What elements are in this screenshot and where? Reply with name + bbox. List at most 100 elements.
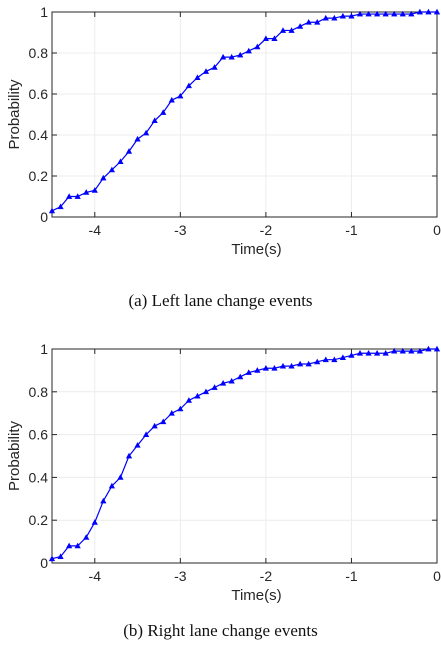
data-point-marker (220, 53, 227, 60)
data-point-marker (48, 207, 56, 214)
data-point-marker (202, 68, 210, 74)
y-tick-label: 0.2 (29, 168, 49, 184)
data-point-marker (322, 356, 329, 363)
data-point-marker (314, 358, 321, 365)
x-tick-label: 0 (433, 222, 441, 238)
data-point-marker (125, 148, 133, 154)
data-point-marker (262, 35, 269, 42)
data-point-marker (134, 442, 141, 448)
data-point-marker (348, 12, 355, 19)
data-point-marker (374, 350, 381, 356)
chart-panel-right-lane-change: 0 0.2 0.4 0.6 0.8 1 -4 -3 -2 -1 0 Time(s) Probabilit… (0, 335, 441, 654)
x-tick-label: 0 (433, 568, 441, 584)
data-point-marker (160, 418, 167, 425)
left-lane-change-chart: 0 0.2 0.4 0.6 0.8 1 -4 -3 -2 -1 0 Time(s) Probabilit… (6, 4, 441, 258)
data-point-marker (66, 193, 73, 199)
data-point-marker (143, 129, 150, 136)
data-point-marker (100, 174, 107, 181)
data-point-marker (433, 345, 441, 352)
data-point-marker (211, 64, 218, 70)
series-line (51, 348, 437, 560)
y-tick-label: 0.8 (29, 384, 49, 400)
caption-left-lane-change: (a) Left lane change events (128, 291, 313, 310)
data-point-marker (100, 497, 107, 504)
data-point-marker (331, 14, 338, 21)
y-tick-label: 0.6 (29, 86, 49, 102)
data-point-marker (74, 542, 81, 549)
data-point-marker (151, 422, 158, 429)
data-point-marker (271, 35, 278, 42)
caption-right-lane-change: (b) Right lane change events (123, 621, 318, 640)
data-point-marker (254, 367, 261, 373)
x-tick-label: -1 (345, 222, 358, 238)
data-point-marker (91, 519, 98, 525)
y-tick-label: 0.8 (29, 45, 49, 61)
y-axis-label: Probability (6, 79, 23, 150)
x-axis-label: Time(s) (231, 587, 281, 604)
plot-frame (51, 348, 438, 564)
data-point-marker (48, 555, 56, 562)
data-point-marker (305, 19, 312, 25)
data-point-marker (91, 187, 98, 193)
x-axis-label: Time(s) (231, 241, 281, 258)
data-point-marker (356, 10, 364, 17)
data-point-marker (117, 474, 124, 480)
data-point-marker (228, 377, 235, 384)
data-point-marker (134, 135, 141, 142)
data-point-marker (271, 365, 278, 371)
data-point-marker (297, 23, 304, 29)
x-tick-label: -2 (260, 568, 273, 584)
data-point-marker (177, 92, 184, 99)
y-axis-label: Probability (6, 420, 23, 491)
data-point-marker (57, 553, 64, 559)
x-tick-label: -3 (174, 568, 187, 584)
data-point-marker (382, 350, 389, 356)
series-line (51, 11, 437, 212)
data-point-marker (391, 10, 398, 17)
data-point-marker (305, 360, 312, 367)
data-point-marker (254, 43, 261, 50)
data-point-marker (331, 356, 338, 363)
y-tick-label: 0.2 (29, 512, 49, 528)
data-point-marker (143, 431, 150, 437)
x-tick-label: -3 (174, 222, 187, 238)
data-point-marker (382, 10, 389, 17)
data-point-marker (322, 14, 329, 21)
data-point-marker (279, 362, 287, 369)
data-point-marker (245, 369, 252, 375)
y-tick-label: 1 (40, 341, 48, 357)
plot-frame (51, 11, 438, 218)
x-tick-label: -4 (89, 568, 102, 584)
data-point-marker (237, 51, 244, 58)
data-point-marker (125, 452, 133, 459)
data-point-marker (262, 365, 269, 371)
y-tick-label: 0 (40, 209, 48, 225)
data-point-marker (168, 409, 175, 416)
data-point-marker (425, 345, 432, 352)
data-point-marker (168, 96, 175, 103)
data-point-marker (425, 8, 432, 15)
data-point-marker (177, 405, 184, 412)
data-point-marker (314, 19, 321, 25)
data-point-marker (416, 8, 423, 15)
y-tick-label: 1 (40, 4, 48, 20)
data-point-marker (194, 74, 201, 80)
x-tick-label: -1 (345, 568, 358, 584)
data-point-marker (185, 82, 192, 89)
data-point-marker (399, 347, 406, 354)
data-point-marker (117, 158, 124, 165)
data-point-marker (339, 354, 346, 360)
data-point-marker (391, 347, 398, 354)
data-point-marker (416, 347, 423, 354)
data-point-marker (108, 166, 115, 173)
data-point-marker (245, 47, 252, 54)
y-tick-label: 0 (40, 555, 48, 571)
data-point-marker (279, 27, 287, 33)
data-point-marker (83, 534, 90, 540)
data-point-marker (408, 347, 415, 354)
data-point-marker (228, 53, 235, 60)
chart-panel-left-lane-change: 0 0.2 0.4 0.6 0.8 1 -4 -3 -2 -1 0 Time(s) Probabilit… (0, 0, 441, 325)
data-point-marker (211, 384, 218, 390)
data-point-marker (374, 10, 381, 17)
data-point-marker (297, 360, 304, 367)
